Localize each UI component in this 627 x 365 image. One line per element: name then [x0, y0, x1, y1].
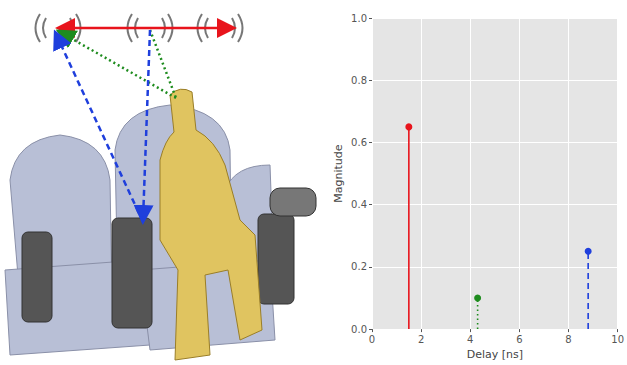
- svg-text:0.4: 0.4: [351, 199, 367, 210]
- svg-text:0: 0: [369, 334, 375, 345]
- svg-text:6: 6: [516, 334, 522, 345]
- svg-text:1.0: 1.0: [351, 13, 367, 24]
- svg-text:10: 10: [611, 334, 624, 345]
- svg-text:8: 8: [565, 334, 571, 345]
- svg-text:0.0: 0.0: [351, 324, 367, 335]
- svg-text:Magnitude: Magnitude: [332, 144, 345, 203]
- svg-text:4: 4: [467, 334, 473, 345]
- svg-text:2: 2: [418, 334, 424, 345]
- svg-text:0.6: 0.6: [351, 137, 367, 148]
- svg-text:0.8: 0.8: [351, 75, 367, 86]
- svg-text:Delay [ns]: Delay [ns]: [467, 348, 523, 361]
- svg-text:0.2: 0.2: [351, 261, 367, 272]
